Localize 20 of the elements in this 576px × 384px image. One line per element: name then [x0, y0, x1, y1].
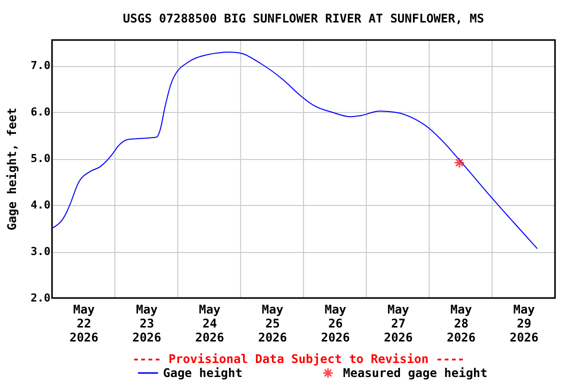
- chart-title: USGS 07288500 BIG SUNFLOWER RIVER AT SUNFLOWER, MS: [122, 11, 484, 26]
- y-tick-label: 2.0: [30, 292, 50, 304]
- y-tick-label: 5.0: [30, 152, 50, 166]
- y-tick-label: 3.0: [30, 245, 50, 258]
- x-tick-label: May 27 2026: [384, 302, 413, 344]
- y-tick-label: 4.0: [30, 198, 50, 212]
- line-series: [52, 52, 538, 250]
- text: ---- Provisional Data Subject to Revision ----: [132, 352, 465, 366]
- x-tick-label: May 26 2026: [320, 302, 350, 344]
- y-axis-title: Gage height, feet: [5, 108, 19, 230]
- x-tick-label: May 29 2026: [510, 302, 539, 344]
- legend-label: Measured gage height: [343, 366, 488, 380]
- y-tick-label: 7.0: [30, 59, 50, 72]
- x-tick-label: May 24 2026: [195, 302, 224, 344]
- legend-label: Gage height: [163, 366, 242, 380]
- x-tick-label: May 22 2026: [69, 302, 98, 344]
- y-tick-label: 6.0: [30, 106, 50, 119]
- x-tick-label: May 23 2026: [132, 302, 162, 344]
- x-tick-label: May 25 2026: [258, 302, 288, 344]
- x-tick-label: May 28 2026: [446, 302, 476, 344]
